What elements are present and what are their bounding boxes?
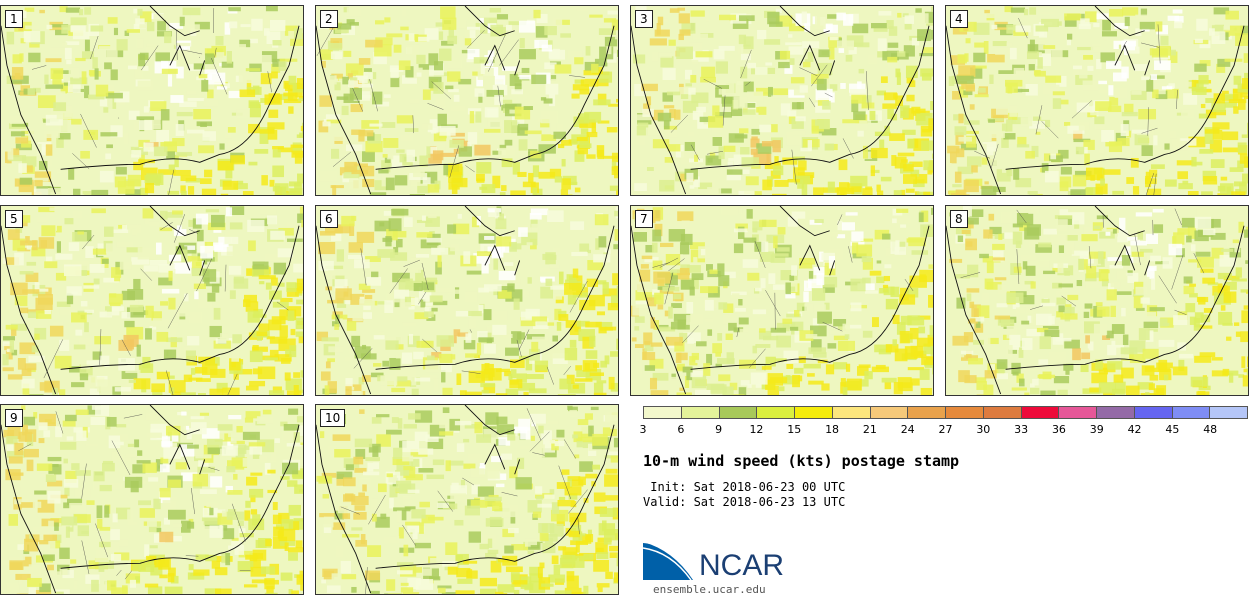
wind-speed-map (316, 405, 618, 594)
member-number-label: 10 (320, 409, 346, 427)
member-map-panel: 1 (0, 5, 304, 196)
member-number-label: 3 (635, 10, 653, 28)
color-scale-tick-label: 36 (1051, 423, 1066, 436)
color-scale-swatch (757, 407, 795, 418)
color-scale-bar (643, 406, 1248, 419)
wind-speed-map (1, 206, 303, 395)
wind-speed-map (1, 6, 303, 195)
wind-speed-map (316, 6, 618, 195)
color-scale-tick-label: 15 (787, 423, 802, 436)
color-scale-swatch (1097, 407, 1135, 418)
member-map-panel: 9 (0, 404, 304, 595)
wind-speed-map (946, 206, 1248, 395)
member-map-panel: 7 (630, 205, 934, 396)
color-scale-ticks: 3 6 9 12 15 18 21 24 27 30 33 36 39 42 45 48 (639, 423, 1248, 437)
color-scale-swatch (719, 407, 758, 418)
member-map-panel: 4 (945, 5, 1249, 196)
member-map-panel: 10 (315, 404, 619, 595)
wind-speed-map (946, 6, 1248, 195)
member-map-panel: 8 (945, 205, 1249, 396)
ncar-logo-icon (643, 541, 696, 581)
color-scale-swatch (1021, 407, 1060, 418)
color-scale-tick-label: 9 (715, 423, 723, 436)
init-time: Init: Sat 2018-06-23 00 UTC (643, 480, 846, 494)
color-scale-tick-label: 30 (976, 423, 991, 436)
wind-speed-map (631, 6, 933, 195)
plot-title: 10-m wind speed (kts) postage stamp (643, 452, 960, 470)
member-map-panel: 5 (0, 205, 304, 396)
color-scale-tick-label: 45 (1165, 423, 1180, 436)
color-scale-swatch (644, 407, 682, 418)
valid-time: Valid: Sat 2018-06-23 13 UTC (643, 495, 846, 509)
color-scale-swatch (795, 407, 833, 418)
color-scale-swatch (1172, 407, 1211, 418)
member-number-label: 7 (635, 210, 653, 228)
color-scale-swatch (681, 407, 720, 418)
ncar-logo-text: NCAR (699, 549, 785, 582)
member-map-panel: 6 (315, 205, 619, 396)
color-scale-tick-label: 48 (1203, 423, 1218, 436)
color-scale-tick-label: 24 (900, 423, 915, 436)
site-url: ensemble.ucar.edu (653, 583, 766, 596)
color-scale-tick-label: 42 (1127, 423, 1142, 436)
member-number-label: 4 (950, 10, 968, 28)
wind-speed-map (316, 206, 618, 395)
color-scale-tick-label: 27 (938, 423, 953, 436)
color-scale-tick-label: 12 (749, 423, 764, 436)
color-scale-tick-label: 3 (639, 423, 647, 436)
member-number-label: 6 (320, 210, 338, 228)
member-number-label: 2 (320, 10, 338, 28)
wind-speed-map (1, 405, 303, 594)
member-map-panel: 3 (630, 5, 934, 196)
color-scale-swatch (1059, 407, 1097, 418)
member-number-label: 9 (5, 409, 23, 427)
color-scale-tick-label: 33 (1014, 423, 1029, 436)
color-scale-swatch (983, 407, 1022, 418)
color-scale-swatch (832, 407, 871, 418)
member-number-label: 8 (950, 210, 968, 228)
wind-speed-map (631, 206, 933, 395)
color-scale-swatch (908, 407, 946, 418)
color-scale-swatch (1210, 407, 1247, 418)
member-number-label: 5 (5, 210, 23, 228)
member-map-panel: 2 (315, 5, 619, 196)
color-scale-tick-label: 21 (862, 423, 877, 436)
color-scale-tick-label: 6 (677, 423, 685, 436)
color-scale-tick-label: 18 (825, 423, 840, 436)
color-scale-swatch (1134, 407, 1173, 418)
color-scale-swatch (870, 407, 909, 418)
color-scale-swatch (946, 407, 984, 418)
member-number-label: 1 (5, 10, 23, 28)
color-scale-tick-label: 39 (1089, 423, 1104, 436)
